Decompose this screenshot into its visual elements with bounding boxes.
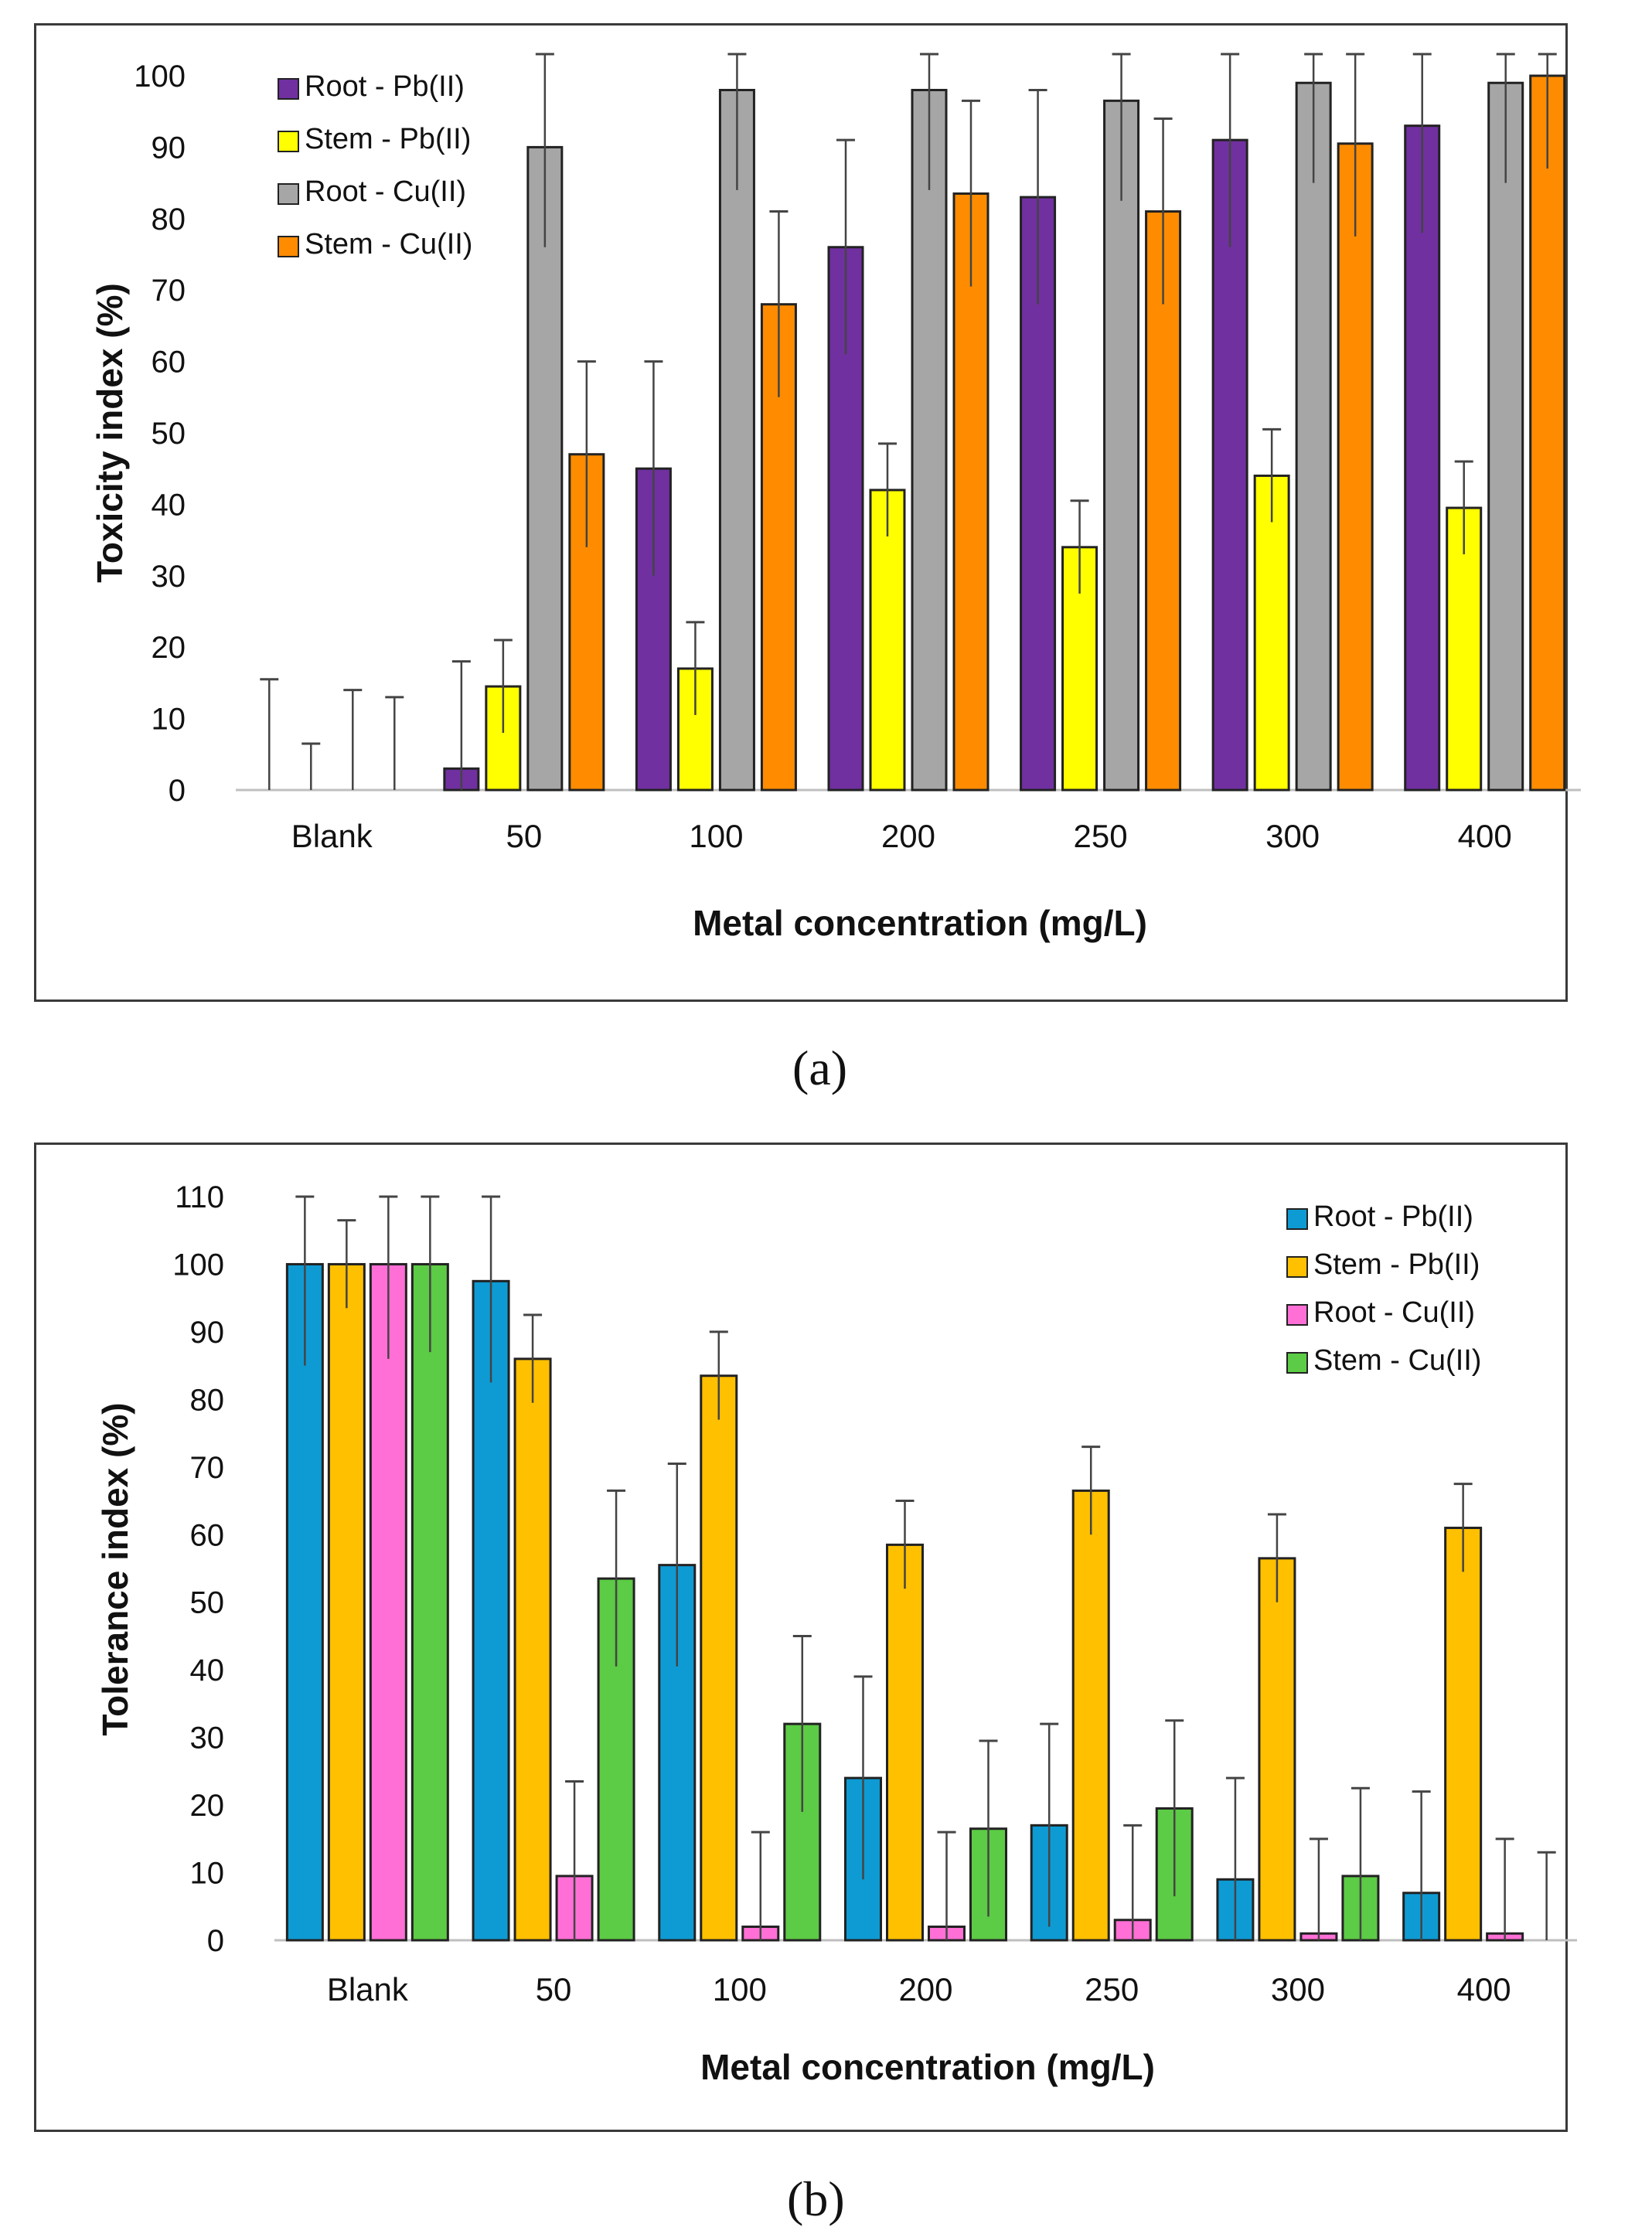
legend-label: Root - Cu(II) xyxy=(305,175,466,208)
bar xyxy=(760,303,797,792)
x-tick-label: 100 xyxy=(713,1971,767,2008)
x-tick-label: 250 xyxy=(1085,1971,1139,2008)
x-tick-label: 100 xyxy=(689,818,743,854)
bar xyxy=(1337,142,1374,792)
x-tick-label: 400 xyxy=(1458,818,1512,854)
legend-label: Stem - Cu(II) xyxy=(1313,1344,1481,1377)
bar xyxy=(1258,1557,1296,1942)
bar xyxy=(911,88,948,792)
bar xyxy=(1444,1527,1483,1942)
legend-swatch xyxy=(278,236,299,257)
toxicity-index-chart: 0 10 20 30 40 50 60 70 80 90 100 Blank 50 100 200 250 30… xyxy=(90,53,1581,943)
bar xyxy=(952,192,989,792)
y-tick-label: 40 xyxy=(190,1653,225,1687)
y-tick-label: 0 xyxy=(169,774,186,808)
y-tick-label: 60 xyxy=(190,1518,225,1552)
bar xyxy=(1253,474,1290,792)
legend-label: Root - Pb(II) xyxy=(1313,1200,1473,1233)
bar xyxy=(1071,1489,1110,1942)
legend-swatch xyxy=(278,131,299,152)
y-tick-label: 0 xyxy=(207,1924,224,1958)
bar xyxy=(869,489,906,792)
y-tick-label: 20 xyxy=(190,1789,225,1823)
bar xyxy=(1529,74,1566,792)
legend-swatch xyxy=(278,183,299,205)
y-tick-label: 30 xyxy=(152,560,186,594)
y-axis-title: Tolerance index (%) xyxy=(95,1402,135,1735)
x-tick-label: 200 xyxy=(898,1971,952,2008)
x-tick-label: 250 xyxy=(1074,818,1128,854)
x-tick-label: 50 xyxy=(536,1971,572,2008)
legend-label: Stem - Pb(II) xyxy=(1313,1248,1480,1281)
legend-swatch xyxy=(1286,1304,1308,1326)
tolerance-index-chart: 0 10 20 30 40 50 60 70 80 90 100 110 Blank 50 100 200 25… xyxy=(95,1180,1577,2087)
panel-caption-a: (a) xyxy=(792,1040,848,1095)
x-tick-label: Blank xyxy=(291,818,373,854)
legend-label: Stem - Pb(II) xyxy=(305,123,471,155)
y-tick-label: 30 xyxy=(190,1721,225,1756)
bar xyxy=(886,1543,924,1942)
x-tick-label: Blank xyxy=(327,1971,409,2008)
bar xyxy=(410,1262,449,1942)
y-tick-label: 80 xyxy=(190,1383,225,1417)
legend-swatch xyxy=(278,78,299,100)
x-tick-label: 50 xyxy=(506,818,542,854)
y-tick-label: 70 xyxy=(190,1451,225,1485)
bar xyxy=(1103,99,1140,792)
x-tick-label: 300 xyxy=(1265,818,1320,854)
y-tick-label: 20 xyxy=(152,631,186,665)
legend-swatch xyxy=(1286,1352,1308,1374)
x-tick-label: 400 xyxy=(1457,1971,1511,2008)
panel-caption-b: (b) xyxy=(787,2171,845,2226)
y-tick-label: 10 xyxy=(152,703,186,737)
bar xyxy=(327,1262,366,1942)
x-tick-label: 200 xyxy=(881,818,935,854)
legend-label: Root - Pb(II) xyxy=(305,70,465,103)
bar xyxy=(700,1374,738,1942)
legend-swatch xyxy=(1286,1256,1308,1278)
y-axis-title: Toxicity index (%) xyxy=(90,283,130,583)
legend-label: Stem - Cu(II) xyxy=(305,228,472,261)
x-tick-label: 300 xyxy=(1271,1971,1325,2008)
bar xyxy=(513,1357,552,1942)
y-tick-label: 80 xyxy=(152,203,186,237)
y-tick-label: 100 xyxy=(134,60,186,94)
legend-swatch xyxy=(1286,1208,1308,1230)
bar xyxy=(285,1262,324,1942)
y-tick-label: 60 xyxy=(152,346,186,380)
legend-label: Root - Cu(II) xyxy=(1313,1296,1475,1329)
bar xyxy=(1295,81,1332,792)
y-tick-label: 90 xyxy=(190,1316,225,1350)
y-tick-label: 50 xyxy=(152,417,186,451)
y-tick-label: 70 xyxy=(152,274,186,308)
bar xyxy=(1061,546,1098,792)
x-axis-title: Metal concentration (mg/L) xyxy=(693,903,1147,943)
y-tick-label: 40 xyxy=(152,488,186,522)
y-tick-label: 50 xyxy=(190,1586,225,1620)
y-tick-label: 100 xyxy=(172,1248,224,1282)
bar xyxy=(526,145,564,792)
y-tick-label: 110 xyxy=(175,1180,224,1214)
y-tick-label: 90 xyxy=(152,131,186,165)
y-tick-label: 10 xyxy=(190,1857,225,1891)
x-axis-title: Metal concentration (mg/L) xyxy=(700,2047,1155,2087)
bar xyxy=(1211,138,1248,792)
bar xyxy=(369,1262,407,1942)
